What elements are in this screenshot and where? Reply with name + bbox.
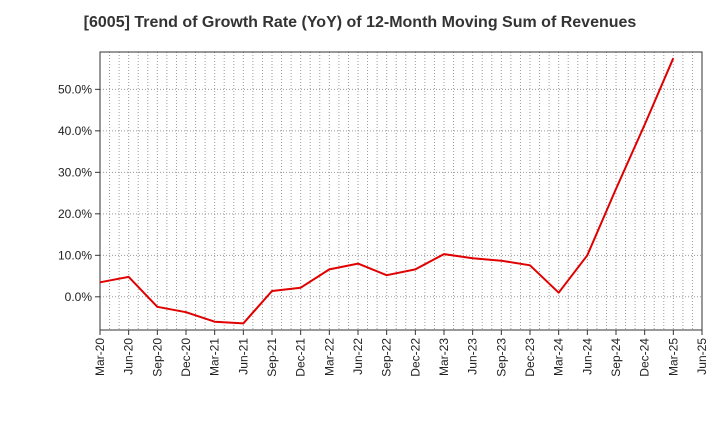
x-tick-label: Sep-22 <box>380 338 394 377</box>
x-tick-label: Sep-21 <box>265 338 279 377</box>
x-tick-label: Dec-21 <box>294 338 308 377</box>
y-tick-label: 0.0% <box>65 290 93 304</box>
x-tick-label: Jun-23 <box>466 338 480 375</box>
x-tick-label: Dec-24 <box>638 338 652 377</box>
x-tick-label: Jun-25 <box>695 338 709 375</box>
x-tick-label: Mar-22 <box>322 338 336 376</box>
plot-frame <box>99 51 703 331</box>
x-tick-label: Mar-23 <box>437 338 451 376</box>
x-tick-label: Mar-25 <box>666 338 680 376</box>
x-tick-label: Mar-21 <box>208 338 222 376</box>
x-tick-label: Jun-22 <box>351 338 365 375</box>
x-tick-label: Sep-20 <box>150 338 164 377</box>
y-tick-label: 40.0% <box>58 124 92 138</box>
x-tick-label: Dec-20 <box>179 338 193 377</box>
x-tick-label: Jun-21 <box>236 338 250 375</box>
x-tick-label: Mar-24 <box>552 338 566 376</box>
x-tick-label: Dec-22 <box>408 338 422 377</box>
x-tick-label: Sep-24 <box>609 338 623 377</box>
chart-title: [6005] Trend of Growth Rate (YoY) of 12-… <box>83 14 637 31</box>
series-line <box>99 57 675 325</box>
y-tick-label: 30.0% <box>58 165 92 179</box>
x-tick-label: Jun-20 <box>122 338 136 375</box>
x-tick-label: Dec-23 <box>523 338 537 377</box>
y-tick-label: 20.0% <box>58 207 92 221</box>
x-tick-label: Jun-24 <box>580 338 594 375</box>
y-tick-label: 50.0% <box>58 82 92 96</box>
y-tick-label: 10.0% <box>58 248 92 262</box>
x-tick-label: Sep-23 <box>494 338 508 377</box>
x-tick-label: Mar-20 <box>93 338 107 376</box>
